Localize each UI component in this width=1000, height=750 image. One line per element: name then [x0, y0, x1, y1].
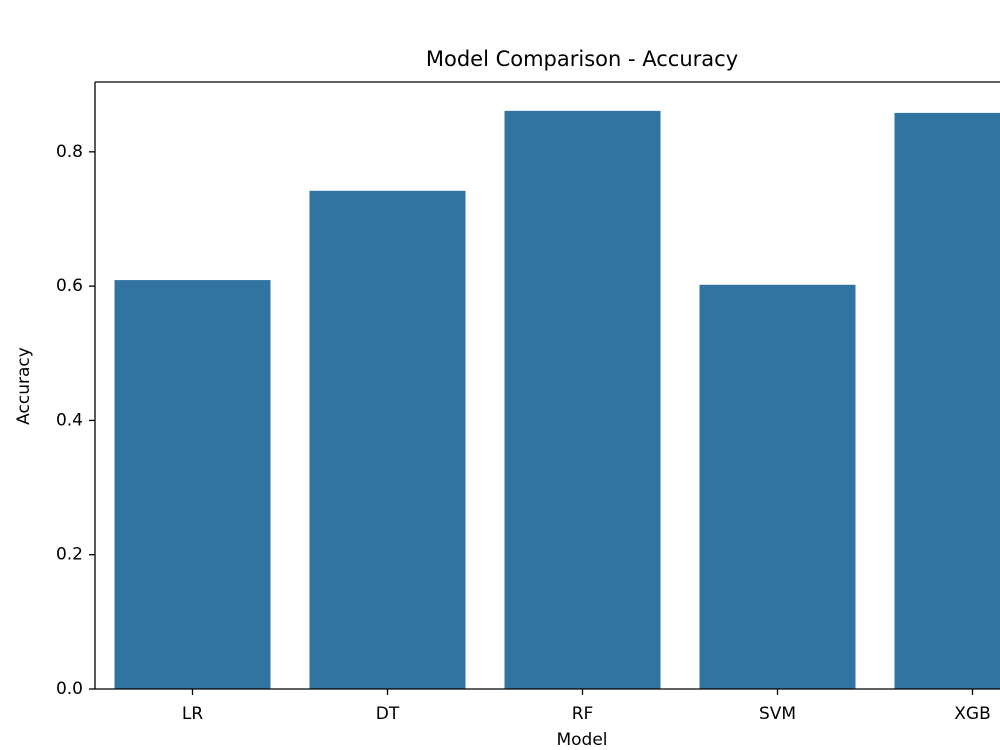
- x-tick-label: DT: [376, 704, 400, 724]
- y-tick-label: 0.6: [56, 276, 83, 296]
- x-tick-label: LR: [182, 704, 203, 724]
- bar: [114, 280, 271, 689]
- y-tick-label: 0.4: [56, 410, 83, 430]
- y-tick-label: 0.0: [56, 679, 83, 699]
- bar: [504, 110, 661, 689]
- x-tick-label: RF: [572, 704, 594, 724]
- bar: [894, 112, 1000, 690]
- bar: [309, 190, 466, 689]
- chart-title: Model Comparison - Accuracy: [426, 47, 738, 71]
- x-axis-label: Model: [556, 730, 607, 750]
- y-tick-label: 0.2: [56, 545, 83, 565]
- x-tick-label: SVM: [759, 704, 796, 724]
- y-axis-label: Accuracy: [14, 347, 34, 425]
- bar: [699, 284, 856, 689]
- x-tick-label: XGB: [954, 704, 990, 724]
- y-tick-label: 0.8: [56, 142, 83, 162]
